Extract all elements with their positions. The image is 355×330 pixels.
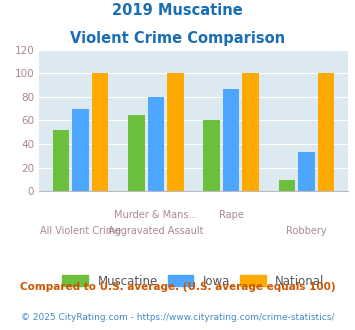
Text: © 2025 CityRating.com - https://www.cityrating.com/crime-statistics/: © 2025 CityRating.com - https://www.city… xyxy=(21,314,334,322)
Bar xyxy=(242,73,259,191)
Bar xyxy=(92,73,108,191)
Text: All Violent Crime: All Violent Crime xyxy=(40,226,121,236)
Bar xyxy=(318,73,334,191)
Text: Compared to U.S. average. (U.S. average equals 100): Compared to U.S. average. (U.S. average … xyxy=(20,282,335,292)
Legend: Muscatine, Iowa, National: Muscatine, Iowa, National xyxy=(59,271,328,291)
Bar xyxy=(72,109,89,191)
Text: Murder & Mans...: Murder & Mans... xyxy=(114,210,198,219)
Text: Robbery: Robbery xyxy=(286,226,327,236)
Text: 2019 Muscatine: 2019 Muscatine xyxy=(112,3,243,18)
Bar xyxy=(223,88,239,191)
Bar xyxy=(128,115,144,191)
Bar xyxy=(298,152,315,191)
Bar xyxy=(53,130,69,191)
Bar xyxy=(167,73,184,191)
Text: Aggravated Assault: Aggravated Assault xyxy=(108,226,203,236)
Text: Rape: Rape xyxy=(219,210,244,219)
Bar xyxy=(203,120,220,191)
Text: Violent Crime Comparison: Violent Crime Comparison xyxy=(70,31,285,46)
Bar xyxy=(148,97,164,191)
Bar xyxy=(279,180,295,191)
